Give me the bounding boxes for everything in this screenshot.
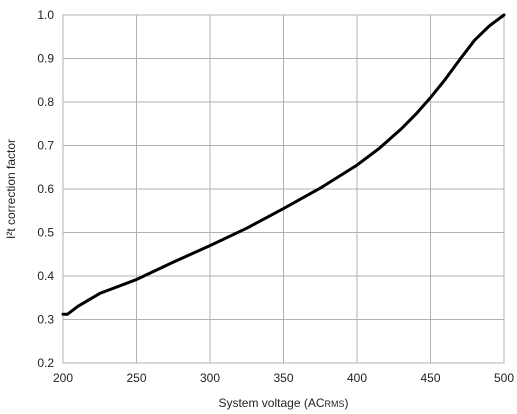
x-tick-label: 250 bbox=[126, 371, 146, 385]
x-axis-label-main: System voltage (AC bbox=[218, 396, 324, 410]
x-axis-label: System voltage (ACRMS) bbox=[218, 396, 348, 410]
y-tick-label: 0.7 bbox=[37, 139, 54, 153]
ticks-layer: 200 250 300 350 400 450 500 0.2 0.3 0.4 0.5 0.6 0.7 0… bbox=[37, 8, 514, 385]
x-tick-label: 200 bbox=[53, 371, 73, 385]
y-tick-label: 0.2 bbox=[37, 356, 54, 370]
series-line bbox=[61, 13, 506, 316]
y-tick-label: 1.0 bbox=[37, 8, 54, 22]
x-tick-label: 300 bbox=[200, 371, 220, 385]
y-tick-label: 0.5 bbox=[37, 226, 54, 240]
y-tick-label: 0.4 bbox=[37, 269, 54, 283]
x-tick-label: 450 bbox=[420, 371, 440, 385]
y-tick-label: 0.8 bbox=[37, 95, 54, 109]
y-tick-label: 0.3 bbox=[37, 313, 54, 327]
x-axis-label-close: ) bbox=[345, 396, 349, 410]
x-axis-label-subscript: RMS bbox=[325, 399, 345, 409]
data-layer bbox=[61, 13, 506, 316]
x-tick-label: 350 bbox=[273, 371, 293, 385]
plot-frame bbox=[62, 14, 505, 364]
y-tick-label: 0.9 bbox=[37, 52, 54, 66]
x-tick-label: 400 bbox=[347, 371, 367, 385]
x-tick-label: 500 bbox=[494, 371, 514, 385]
y-tick-label: 0.6 bbox=[37, 182, 54, 196]
y-axis-label: I²t correction factor bbox=[4, 139, 18, 239]
grid bbox=[62, 14, 505, 364]
